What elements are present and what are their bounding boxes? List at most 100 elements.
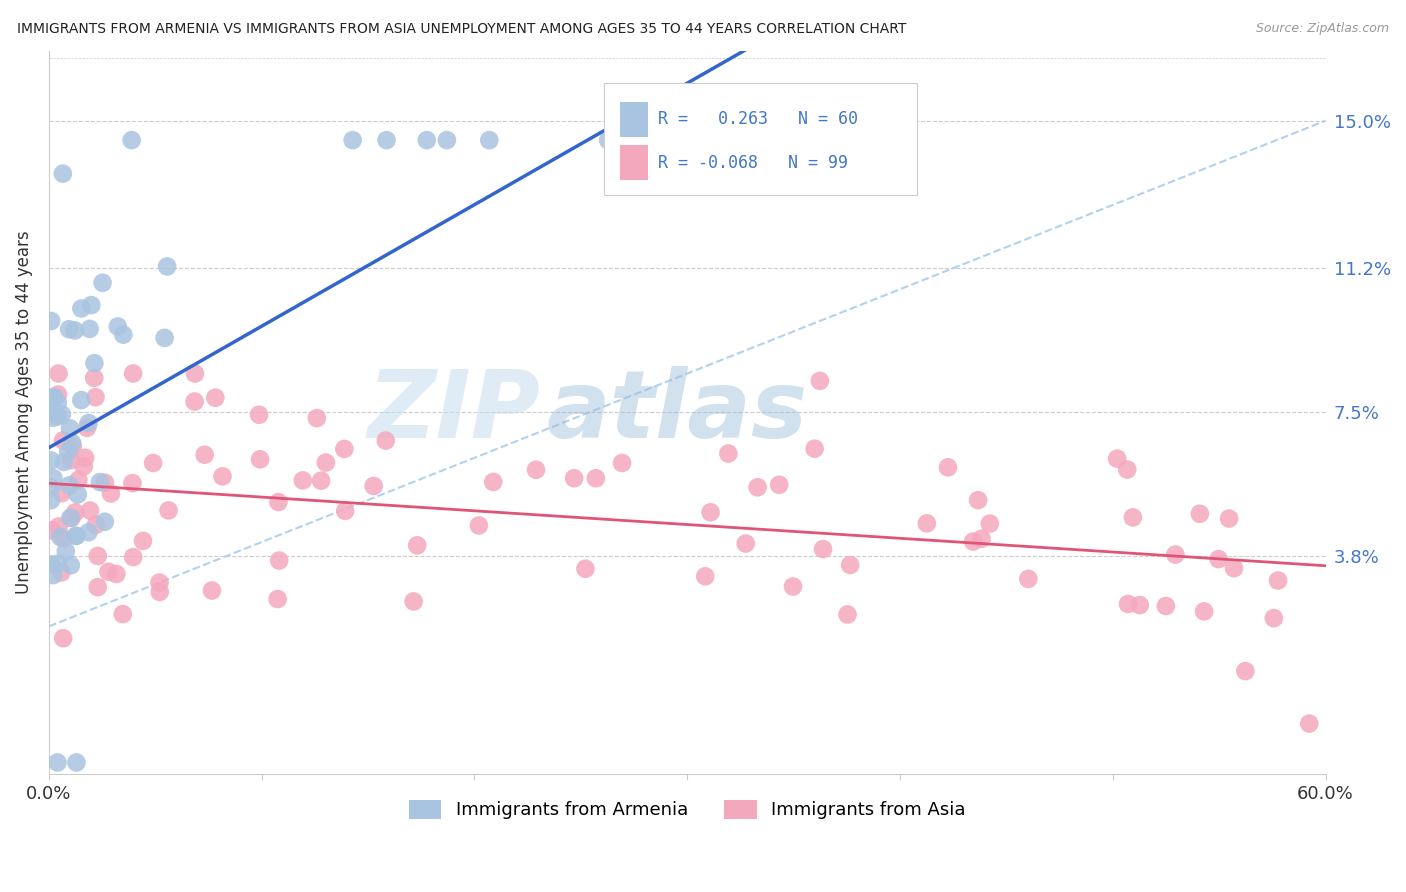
Point [63, 323, 86, 337]
Point [610, 456, 633, 470]
Point [1116, 597, 1139, 611]
Point [309, 474, 332, 488]
Point [621, 133, 644, 147]
Point [122, 550, 145, 565]
Point [747, 480, 769, 494]
Point [51, 408, 73, 422]
Point [1154, 599, 1177, 613]
Y-axis label: Unemployment Among Ages 35 to 44 years: Unemployment Among Ages 35 to 44 years [15, 231, 32, 594]
Point [46, 756, 69, 770]
Text: IMMIGRANTS FROM ARMENIA VS IMMIGRANTS FROM ASIA UNEMPLOYMENT AMONG AGES 35 TO 44: IMMIGRANTS FROM ARMENIA VS IMMIGRANTS FR… [17, 22, 907, 37]
Point [46, 395, 69, 409]
Point [598, 133, 620, 147]
Point [247, 408, 270, 422]
Point [315, 456, 337, 470]
Point [211, 469, 233, 483]
Point [83, 371, 105, 385]
Point [717, 446, 740, 460]
Point [335, 504, 357, 518]
Point [153, 331, 176, 345]
Point [1298, 716, 1320, 731]
Point [333, 442, 356, 456]
Point [52, 167, 75, 181]
Point [89, 475, 111, 490]
Point [39, 493, 62, 508]
Point [39, 481, 62, 495]
Point [111, 607, 134, 621]
Point [121, 133, 143, 147]
Point [183, 394, 205, 409]
Point [342, 133, 364, 147]
Point [107, 319, 129, 334]
Text: atlas: atlas [547, 367, 808, 458]
Point [39, 314, 62, 328]
Point [291, 474, 314, 488]
Point [87, 580, 110, 594]
Point [83, 356, 105, 370]
Point [80, 298, 103, 312]
Point [436, 133, 458, 147]
Point [121, 476, 143, 491]
Text: R = -0.068   N = 99: R = -0.068 N = 99 [658, 153, 848, 172]
Point [659, 133, 682, 147]
Point [574, 562, 596, 576]
Point [59, 421, 82, 435]
Point [46, 557, 69, 571]
Point [59, 453, 82, 467]
Point [73, 459, 96, 474]
Point [416, 133, 439, 147]
Point [782, 579, 804, 593]
Point [184, 367, 207, 381]
Point [122, 367, 145, 381]
Point [42, 471, 65, 485]
Point [374, 434, 396, 448]
Text: R =   0.263   N = 60: R = 0.263 N = 60 [658, 111, 858, 128]
Point [970, 532, 993, 546]
Point [1188, 507, 1211, 521]
Point [105, 566, 128, 581]
Bar [620, 102, 648, 136]
Point [39, 393, 62, 408]
Point [702, 133, 724, 147]
Point [60, 436, 83, 450]
Point [39, 558, 62, 572]
Point [100, 486, 122, 500]
Point [79, 322, 101, 336]
Point [156, 260, 179, 274]
Point [1116, 462, 1139, 476]
Point [1164, 548, 1187, 562]
Point [402, 594, 425, 608]
Point [194, 448, 217, 462]
Point [52, 631, 75, 645]
Point [768, 477, 790, 491]
Point [1129, 598, 1152, 612]
Point [363, 479, 385, 493]
Point [59, 558, 82, 573]
Point [53, 455, 76, 469]
Point [70, 393, 93, 408]
Point [70, 301, 93, 316]
Point [375, 133, 398, 147]
Point [39, 403, 62, 417]
Point [58, 478, 80, 492]
Point [808, 374, 831, 388]
Point [1223, 561, 1246, 575]
Text: Source: ZipAtlas.com: Source: ZipAtlas.com [1256, 22, 1389, 36]
Point [915, 516, 938, 531]
Point [39, 453, 62, 467]
Point [1122, 510, 1144, 524]
Point [839, 558, 862, 572]
Point [48, 367, 70, 381]
Point [75, 450, 97, 465]
Point [65, 505, 87, 519]
Point [1218, 511, 1240, 525]
Point [585, 471, 607, 485]
Point [41, 524, 63, 538]
Point [695, 569, 717, 583]
Point [962, 534, 984, 549]
Point [112, 327, 135, 342]
Point [665, 133, 688, 147]
Point [51, 566, 73, 580]
Point [249, 452, 271, 467]
Point [58, 322, 80, 336]
